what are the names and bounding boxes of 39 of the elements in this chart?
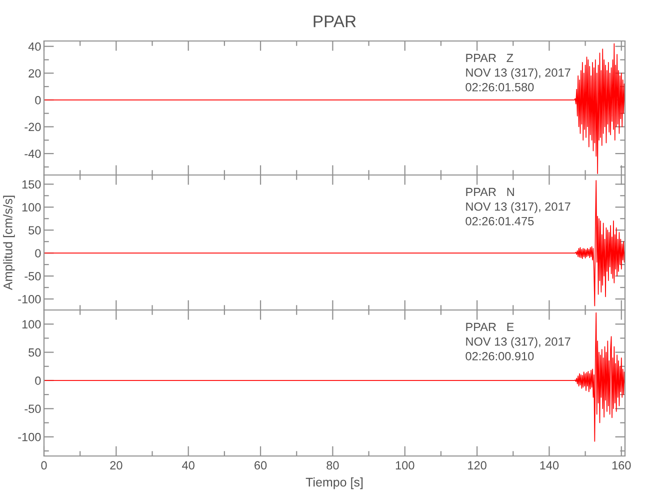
annotation: PPAR E [466,322,514,332]
y-tick-label: 0 [35,96,41,104]
x-tick-label: 20 [110,461,122,470]
y-tick-label: -20 [24,122,41,132]
y-axis-title: Amplitud [cm/s/s] [3,196,15,290]
y-tick-label: 50 [28,226,41,234]
line-series [44,312,625,442]
y-tick-label: -50 [24,272,41,280]
y-tick-label: -100 [18,295,41,304]
annotation: NOV 13 (317), 2017 [466,202,570,214]
x-tick-label: 60 [254,461,267,470]
y-tick-label: -50 [24,404,41,414]
annotation: PPAR Z [466,54,514,62]
x-tick-label: 140 [540,461,559,470]
y-tick-label: 100 [22,203,41,212]
y-tick-label: 100 [22,320,41,328]
x-tick-label: 120 [468,461,486,470]
y-tick-label: 150 [22,180,41,189]
y-tick-label: 20 [28,69,41,78]
x-tick-label: 80 [326,461,339,470]
x-tick-label: 0 [41,461,47,470]
annotation: NOV 13 (317), 2017 [466,68,570,80]
y-tick-label: 40 [28,42,41,51]
y-tick-label: -40 [24,150,41,158]
y-tick-label: -100 [18,432,41,442]
x-axis-title: Tiempo [s] [306,477,363,490]
annotation: 02:26:01.475 [466,216,534,226]
annotation: PPAR N [466,188,514,196]
x-tick-label: 100 [396,461,414,470]
y-tick-label: 0 [35,249,41,258]
annotation: 02:26:01.580 [466,82,534,92]
annotation: 02:26:00.910 [466,352,534,360]
annotation: NOV 13 (317), 2017 [466,337,570,348]
y-tick-label: 0 [35,376,41,385]
y-tick-label: 50 [28,348,41,357]
line-series [44,180,625,306]
chart-title: PPAR [314,16,356,28]
x-tick-label: 160 [612,461,631,470]
x-tick-label: 40 [182,461,194,470]
